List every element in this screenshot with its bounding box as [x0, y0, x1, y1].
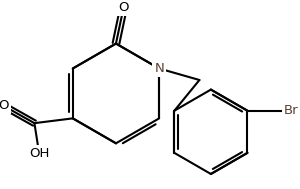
Text: Br: Br: [284, 104, 298, 117]
Text: OH: OH: [29, 147, 50, 160]
Text: O: O: [118, 1, 129, 14]
Text: N: N: [154, 62, 164, 75]
Text: O: O: [0, 99, 9, 112]
